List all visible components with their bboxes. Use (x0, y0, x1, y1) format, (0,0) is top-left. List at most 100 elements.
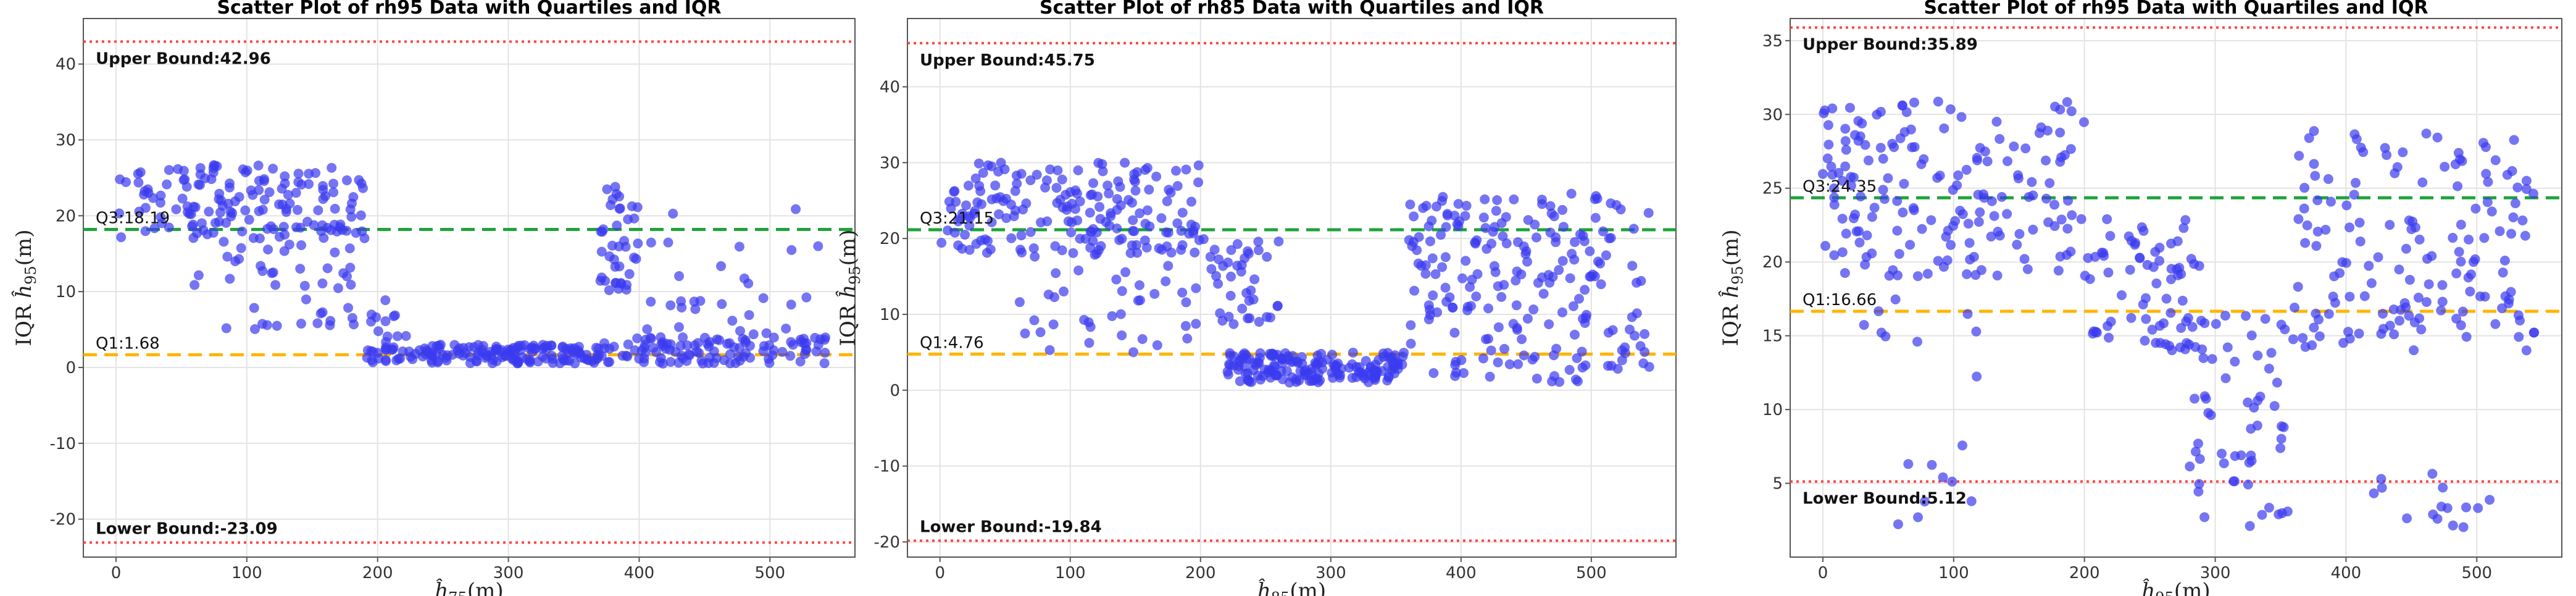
data-point (2485, 495, 2495, 505)
data-point (2364, 261, 2374, 271)
data-point (134, 206, 144, 217)
data-point (2300, 342, 2311, 352)
data-point (1428, 368, 1439, 379)
data-point (1085, 242, 1096, 253)
data-point (2298, 333, 2308, 343)
data-point (1485, 371, 1495, 382)
data-point (530, 344, 540, 355)
data-point (665, 300, 676, 311)
data-point (1209, 245, 1220, 255)
data-point (1906, 124, 1916, 135)
data-point (1057, 174, 1067, 185)
data-point (2055, 104, 2065, 115)
data-point (546, 350, 557, 361)
data-point (2300, 238, 2311, 248)
data-point (1568, 301, 1578, 311)
data-point (193, 270, 204, 280)
data-point (2198, 353, 2209, 363)
data-point (1837, 214, 1848, 224)
data-point (673, 322, 684, 332)
data-point (1453, 199, 1464, 209)
data-point (735, 325, 745, 336)
data-point (2211, 319, 2221, 329)
data-point (195, 169, 206, 180)
data-point (1277, 353, 1287, 364)
data-point (1211, 271, 1222, 281)
data-point (304, 179, 314, 190)
data-point (2193, 439, 2203, 449)
data-point (341, 175, 352, 185)
data-point (1073, 265, 1084, 275)
data-point (813, 241, 823, 251)
data-point (2062, 97, 2072, 107)
data-point (302, 216, 313, 227)
data-point (2126, 313, 2136, 323)
data-point (1438, 191, 1448, 202)
data-point (1889, 142, 1899, 153)
data-point (1152, 340, 1162, 350)
data-point (597, 227, 607, 237)
data-point (1106, 211, 1116, 221)
data-point (2349, 190, 2359, 200)
data-point (1595, 258, 1606, 269)
data-point (2325, 196, 2336, 207)
data-point (1029, 315, 1040, 325)
data-point (264, 187, 275, 198)
data-point (2440, 161, 2450, 172)
data-point (2184, 339, 2195, 350)
data-point (2436, 305, 2446, 316)
data-point (1238, 350, 1248, 360)
data-point (1190, 247, 1200, 258)
data-point (2341, 258, 2351, 268)
data-point (1478, 212, 1489, 223)
data-point (395, 353, 406, 364)
data-point (217, 201, 228, 211)
data-point (1112, 204, 1122, 215)
y-tick-label: 10 (1762, 401, 1783, 419)
data-point (949, 186, 960, 196)
data-point (1075, 233, 1085, 244)
data-point (380, 295, 391, 306)
data-point (1860, 140, 1870, 150)
data-point (2479, 233, 2490, 243)
data-point (1330, 364, 1341, 375)
data-point (949, 227, 960, 238)
data-point (281, 204, 291, 214)
data-point (1956, 112, 1967, 122)
data-point (2401, 243, 2411, 254)
data-point (204, 206, 214, 217)
data-point (2482, 197, 2493, 208)
data-point (2230, 451, 2240, 461)
data-point (1073, 165, 1083, 175)
data-point (2453, 181, 2463, 191)
data-point (819, 358, 830, 369)
data-point (2520, 230, 2530, 241)
data-point (1134, 280, 1144, 290)
data-point (1829, 199, 1840, 210)
x-tick-label: 200 (2069, 564, 2100, 582)
data-point (1854, 226, 1864, 237)
data-point (1409, 211, 1419, 222)
data-point (1496, 218, 1507, 229)
data-point (1565, 273, 1575, 283)
y-tick-label: 30 (56, 132, 76, 150)
data-point (712, 334, 722, 345)
data-point (2312, 195, 2323, 206)
data-point (617, 350, 628, 361)
data-point (1892, 225, 1903, 236)
y-tick-label: 5 (1772, 475, 1783, 493)
data-point (1519, 350, 1529, 361)
data-point (640, 339, 651, 350)
data-point (1215, 308, 1225, 319)
data-point (2022, 264, 2033, 274)
data-point (1939, 123, 1949, 133)
data-point (2437, 296, 2448, 307)
data-point (279, 246, 290, 256)
data-point (2483, 177, 2493, 187)
data-point (2065, 144, 2076, 154)
data-point (2517, 215, 2528, 225)
data-point (619, 236, 630, 246)
data-point (1161, 276, 1171, 287)
data-point (1912, 337, 1922, 347)
